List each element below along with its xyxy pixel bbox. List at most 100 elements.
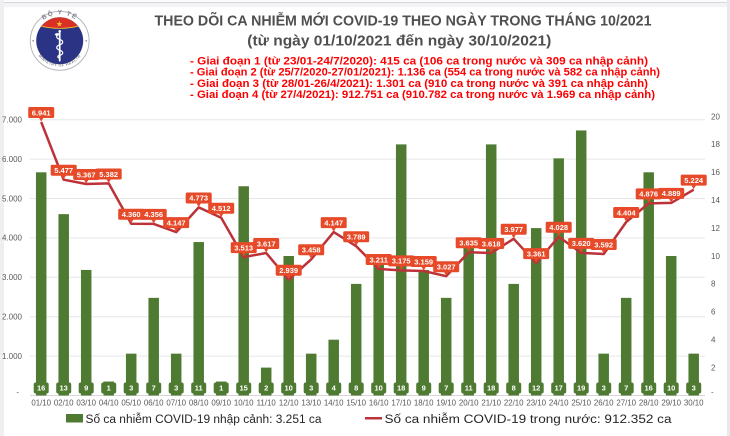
svg-text:19: 19	[577, 384, 585, 393]
svg-text:- Giai đoạn 4 (từ 27/4/2021):: - Giai đoạn 4 (từ 27/4/2021): 912.751 ca…	[190, 89, 655, 101]
svg-text:3.977: 3.977	[504, 225, 523, 234]
svg-text:3.000: 3.000	[2, 273, 23, 282]
svg-text:6: 6	[711, 308, 716, 317]
svg-text:25/10: 25/10	[571, 398, 591, 407]
svg-text:6.000: 6.000	[2, 155, 23, 164]
svg-text:4.028: 4.028	[549, 223, 568, 232]
svg-text:04/10: 04/10	[99, 398, 119, 407]
svg-text:01/10: 01/10	[31, 398, 51, 407]
svg-text:4.512: 4.512	[212, 204, 231, 213]
svg-text:10/10: 10/10	[234, 398, 254, 407]
svg-text:18: 18	[397, 384, 405, 393]
svg-text:16: 16	[37, 384, 45, 393]
svg-text:5.477: 5.477	[54, 166, 73, 175]
svg-text:5.000: 5.000	[2, 194, 23, 203]
svg-text:06/10: 06/10	[144, 398, 164, 407]
svg-text:12: 12	[711, 224, 720, 233]
svg-text:THEO DÕI CA NHIỄM MỚI COVID-19: THEO DÕI CA NHIỄM MỚI COVID-19 THEO NGÀY…	[155, 11, 652, 29]
svg-text:9: 9	[422, 384, 426, 393]
svg-text:27/10: 27/10	[616, 398, 636, 407]
svg-text:7.000: 7.000	[2, 116, 23, 125]
svg-text:5.367: 5.367	[77, 170, 96, 179]
svg-text:3.458: 3.458	[302, 246, 321, 255]
svg-text:5.224: 5.224	[684, 176, 704, 185]
svg-text:-: -	[16, 388, 19, 397]
svg-text:1: 1	[219, 384, 223, 393]
svg-text:21/10: 21/10	[481, 398, 501, 407]
svg-text:30/10: 30/10	[684, 398, 704, 407]
svg-text:10: 10	[711, 252, 720, 261]
svg-text:-: -	[711, 388, 714, 397]
svg-text:7: 7	[152, 384, 156, 393]
svg-text:4.356: 4.356	[144, 210, 163, 219]
svg-text:3.617: 3.617	[257, 239, 276, 248]
svg-text:4.147: 4.147	[167, 218, 186, 227]
svg-text:2.000: 2.000	[2, 313, 23, 322]
svg-text:26/10: 26/10	[594, 398, 614, 407]
svg-text:07/10: 07/10	[166, 398, 186, 407]
svg-text:8: 8	[711, 280, 716, 289]
svg-text:4.147: 4.147	[324, 218, 343, 227]
svg-text:3.635: 3.635	[459, 239, 478, 248]
svg-text:11/10: 11/10	[257, 398, 277, 407]
svg-text:16/10: 16/10	[369, 398, 389, 407]
svg-text:3: 3	[174, 384, 178, 393]
svg-text:23/10: 23/10	[526, 398, 546, 407]
svg-text:(từ ngày 01/10/2021 đến ngày 3: (từ ngày 01/10/2021 đến ngày 30/10/2021)	[247, 33, 551, 49]
svg-text:2: 2	[264, 384, 268, 393]
svg-text:7: 7	[444, 384, 448, 393]
svg-text:1.000: 1.000	[2, 352, 23, 361]
svg-text:11: 11	[465, 384, 473, 393]
svg-text:3.027: 3.027	[437, 263, 456, 272]
svg-text:3.159: 3.159	[414, 257, 433, 266]
svg-text:5.382: 5.382	[99, 170, 118, 179]
svg-text:7: 7	[624, 384, 628, 393]
svg-text:15: 15	[240, 384, 248, 393]
svg-text:8: 8	[512, 384, 516, 393]
svg-text:1: 1	[107, 384, 111, 393]
svg-text:10: 10	[375, 384, 383, 393]
svg-text:3.592: 3.592	[594, 240, 613, 249]
svg-text:3: 3	[692, 384, 696, 393]
svg-text:8: 8	[354, 384, 358, 393]
svg-text:12: 12	[532, 384, 540, 393]
svg-text:08/10: 08/10	[189, 398, 209, 407]
svg-text:19/10: 19/10	[436, 398, 456, 407]
svg-text:13: 13	[60, 384, 68, 393]
svg-text:4: 4	[332, 384, 337, 393]
svg-text:10: 10	[667, 384, 675, 393]
svg-text:17: 17	[555, 384, 563, 393]
svg-text:14: 14	[711, 196, 720, 205]
svg-text:18: 18	[711, 140, 720, 149]
svg-text:3.175: 3.175	[392, 257, 411, 266]
svg-text:4.000: 4.000	[2, 234, 23, 243]
svg-text:4.360: 4.360	[122, 210, 141, 219]
svg-text:14/10: 14/10	[324, 398, 344, 407]
svg-text:13/10: 13/10	[301, 398, 321, 407]
svg-text:10: 10	[285, 384, 293, 393]
svg-text:3: 3	[602, 384, 606, 393]
svg-text:- Giai đoạn 1 (từ 23/01-24/7/2: - Giai đoạn 1 (từ 23/01-24/7/2020): 415 …	[190, 56, 648, 68]
svg-text:3.620: 3.620	[572, 239, 591, 248]
svg-text:24/10: 24/10	[549, 398, 569, 407]
svg-text:03/10: 03/10	[76, 398, 96, 407]
svg-text:4.404: 4.404	[617, 208, 637, 217]
svg-text:- Giai đoạn 3 (từ 28/01-26/4/2: - Giai đoạn 3 (từ 28/01-26/4/2021): 1.30…	[190, 78, 648, 90]
svg-text:18: 18	[487, 384, 495, 393]
svg-text:6.941: 6.941	[32, 108, 51, 117]
svg-text:11: 11	[195, 384, 203, 393]
svg-text:2: 2	[711, 363, 716, 372]
svg-text:17/10: 17/10	[391, 398, 411, 407]
svg-text:4.876: 4.876	[639, 190, 658, 199]
svg-text:3: 3	[129, 384, 133, 393]
svg-text:20/10: 20/10	[459, 398, 479, 407]
svg-text:16: 16	[645, 384, 653, 393]
svg-text:16: 16	[711, 168, 720, 177]
svg-text:- Giai đoạn 2 (từ 25/7/2020-27: - Giai đoạn 2 (từ 25/7/2020-27/01/2021):…	[190, 67, 660, 79]
svg-text:05/10: 05/10	[121, 398, 141, 407]
svg-text:3.361: 3.361	[527, 249, 546, 258]
svg-text:02/10: 02/10	[54, 398, 74, 407]
svg-text:18/10: 18/10	[414, 398, 434, 407]
svg-text:4.773: 4.773	[189, 194, 208, 203]
svg-text:12/10: 12/10	[279, 398, 299, 407]
